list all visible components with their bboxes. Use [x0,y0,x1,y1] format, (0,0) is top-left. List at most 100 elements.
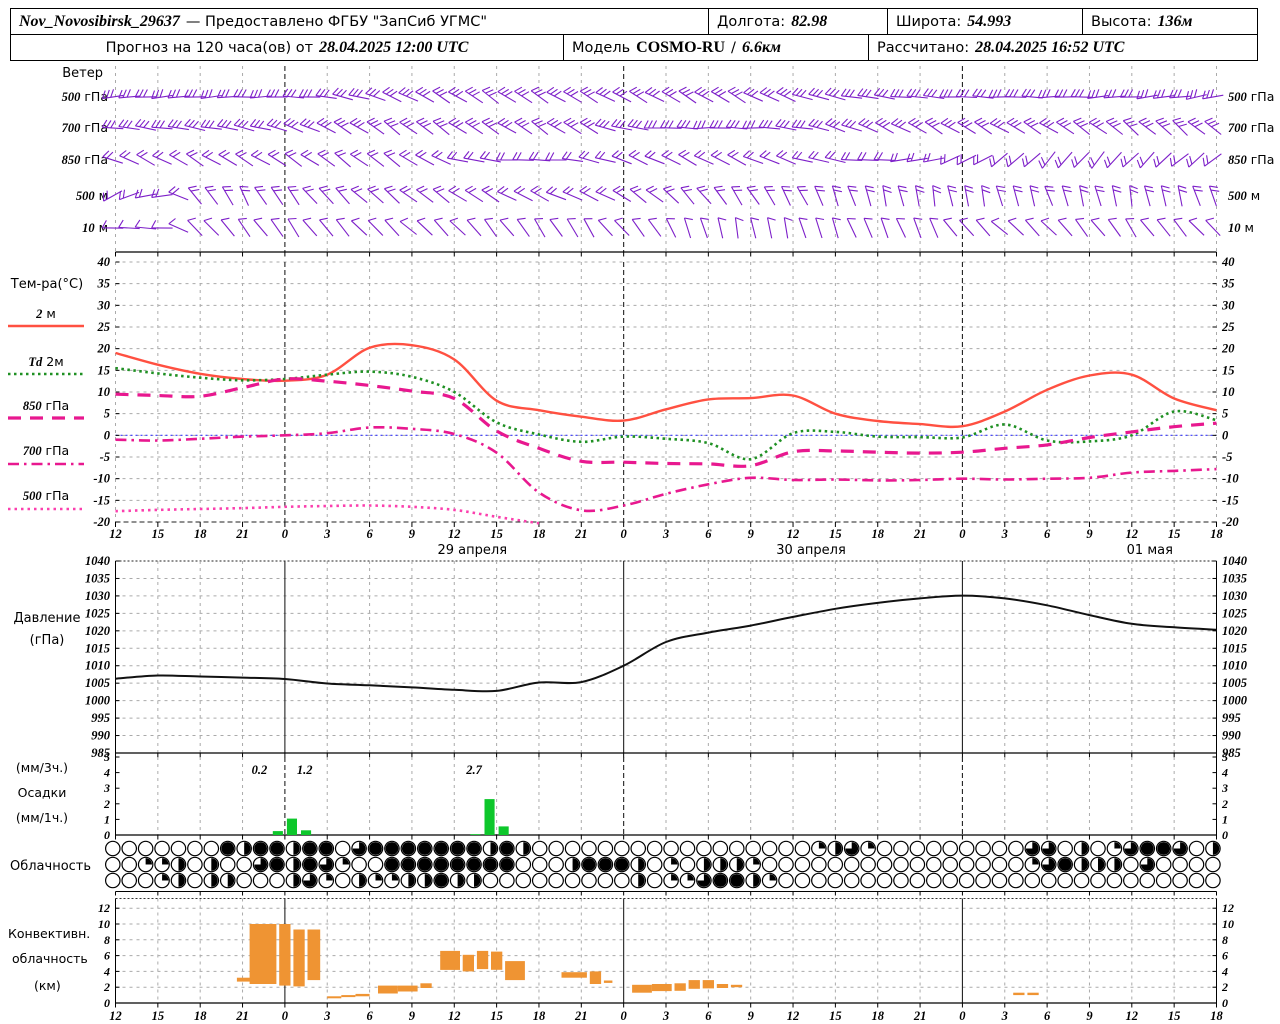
svg-text:6: 6 [705,527,712,541]
svg-text:Конвективн.: Конвективн. [8,926,90,941]
convective-cloud-block [702,980,714,989]
header-row-1: Nov_Novosibirsk_29637 — Предоставлено ФГ… [11,9,1257,34]
svg-text:15: 15 [152,527,165,541]
wind-barbs-700гПа [101,117,1222,136]
model-resolution: 6.6км [741,38,782,56]
convective-cloud-block [307,929,321,981]
svg-text:21: 21 [235,527,249,541]
svg-text:9: 9 [748,527,755,541]
svg-text:1010: 1010 [1222,659,1248,673]
svg-text:21: 21 [913,527,927,541]
svg-text:6: 6 [366,527,373,541]
temp-series-700 гПа [115,425,1217,513]
svg-text:35: 35 [97,277,111,291]
convective-cloud-block [462,954,474,972]
svg-text:12: 12 [109,527,122,541]
svg-text:9: 9 [409,1009,416,1023]
svg-text:0: 0 [1222,828,1228,842]
svg-text:5: 5 [1222,750,1228,764]
convective-cloud-block [603,980,613,983]
convective-cloud-block [651,984,672,992]
precip-bar [301,830,312,835]
temp-series-850 гПа [115,377,1217,468]
svg-text:30: 30 [1221,298,1235,312]
station-name: Nov_Novosibirsk_29637 [19,12,180,30]
svg-text:1035: 1035 [85,571,110,585]
svg-text:500 гПа: 500 гПа [62,89,108,104]
svg-text:700 гПа: 700 гПа [1228,120,1274,135]
svg-text:700 гПа: 700 гПа [62,120,108,135]
forecast-time: 28.04.2025 12:00 UTC [319,38,469,56]
svg-text:0: 0 [282,1009,289,1023]
svg-text:1005: 1005 [1222,676,1247,690]
svg-text:1015: 1015 [1222,641,1247,655]
svg-text:500 м: 500 м [76,188,108,203]
svg-text:Давление: Давление [13,611,80,626]
model-label: Модель [572,39,631,56]
svg-text:12: 12 [1222,901,1234,915]
svg-text:40: 40 [1221,255,1235,269]
svg-text:6: 6 [705,1009,712,1023]
wind-barbs-850гПа [102,149,1222,169]
svg-text:1025: 1025 [85,606,110,620]
temp-series-500 гПа [115,504,540,525]
svg-text:12: 12 [1126,1009,1139,1023]
svg-text:(гПа): (гПа) [30,633,65,648]
svg-text:500 гПа: 500 гПа [1228,89,1274,104]
svg-text:30: 30 [97,298,111,312]
svg-text:15: 15 [490,527,503,541]
svg-text:Облачность: Облачность [10,859,91,874]
svg-text:1: 1 [104,812,110,826]
convective-cloud-block [1027,992,1039,996]
precip-bar [272,831,283,835]
convective-cloud-block [236,977,251,982]
svg-text:10: 10 [98,917,110,931]
svg-text:1020: 1020 [1222,624,1248,638]
svg-text:15: 15 [829,1009,842,1023]
svg-text:15: 15 [1168,527,1181,541]
svg-text:9: 9 [748,1009,755,1023]
svg-text:-10: -10 [93,472,110,486]
svg-text:6: 6 [1222,949,1228,963]
convective-cloud-block [561,972,587,978]
temp-series-2м [115,342,1217,429]
svg-text:-10: -10 [1222,472,1239,486]
altitude-label: Высота: [1091,13,1152,30]
svg-text:18: 18 [533,1009,546,1023]
cloudiness-panel: Облачность [10,840,1221,896]
svg-text:1000: 1000 [85,694,111,708]
svg-text:-5: -5 [1222,450,1232,464]
svg-text:3: 3 [1001,1009,1008,1023]
svg-text:25: 25 [97,320,111,334]
svg-text:0: 0 [1222,428,1229,442]
svg-text:29 апреля: 29 апреля [438,543,508,558]
svg-text:2.7: 2.7 [465,763,482,777]
svg-text:6: 6 [366,1009,373,1023]
svg-text:21: 21 [913,1009,927,1023]
precipitation-panel: 0 01 12 23 34 45 5(мм/3ч.)Осадки(мм/1ч.)0.2 1.2… [16,750,1228,842]
convective-cloud-block [378,985,398,994]
wind-barbs-500м [102,185,1220,207]
svg-text:8: 8 [1222,933,1228,947]
svg-text:995: 995 [91,711,110,725]
svg-text:1040: 1040 [85,554,111,568]
svg-text:0: 0 [621,1009,628,1023]
svg-text:0: 0 [104,996,110,1010]
svg-text:18: 18 [1210,527,1223,541]
convective-cloud-block [476,950,489,970]
precip-bar [498,826,509,835]
svg-text:0: 0 [959,1009,966,1023]
svg-text:3: 3 [323,1009,330,1023]
model-name: COSMO-RU [636,38,726,56]
wind-barbs-10м [101,217,1221,239]
svg-text:-15: -15 [1222,493,1239,507]
svg-text:1030: 1030 [85,589,111,603]
convective-cloud-block [716,984,729,988]
svg-text:Ветер: Ветер [62,66,103,81]
svg-text:0: 0 [282,527,289,541]
convective-cloud-block [355,993,370,997]
svg-text:5: 5 [104,750,110,764]
convective-cloud-block [293,929,305,987]
longitude-label: Долгота: [717,13,786,30]
svg-text:12: 12 [109,1009,122,1023]
